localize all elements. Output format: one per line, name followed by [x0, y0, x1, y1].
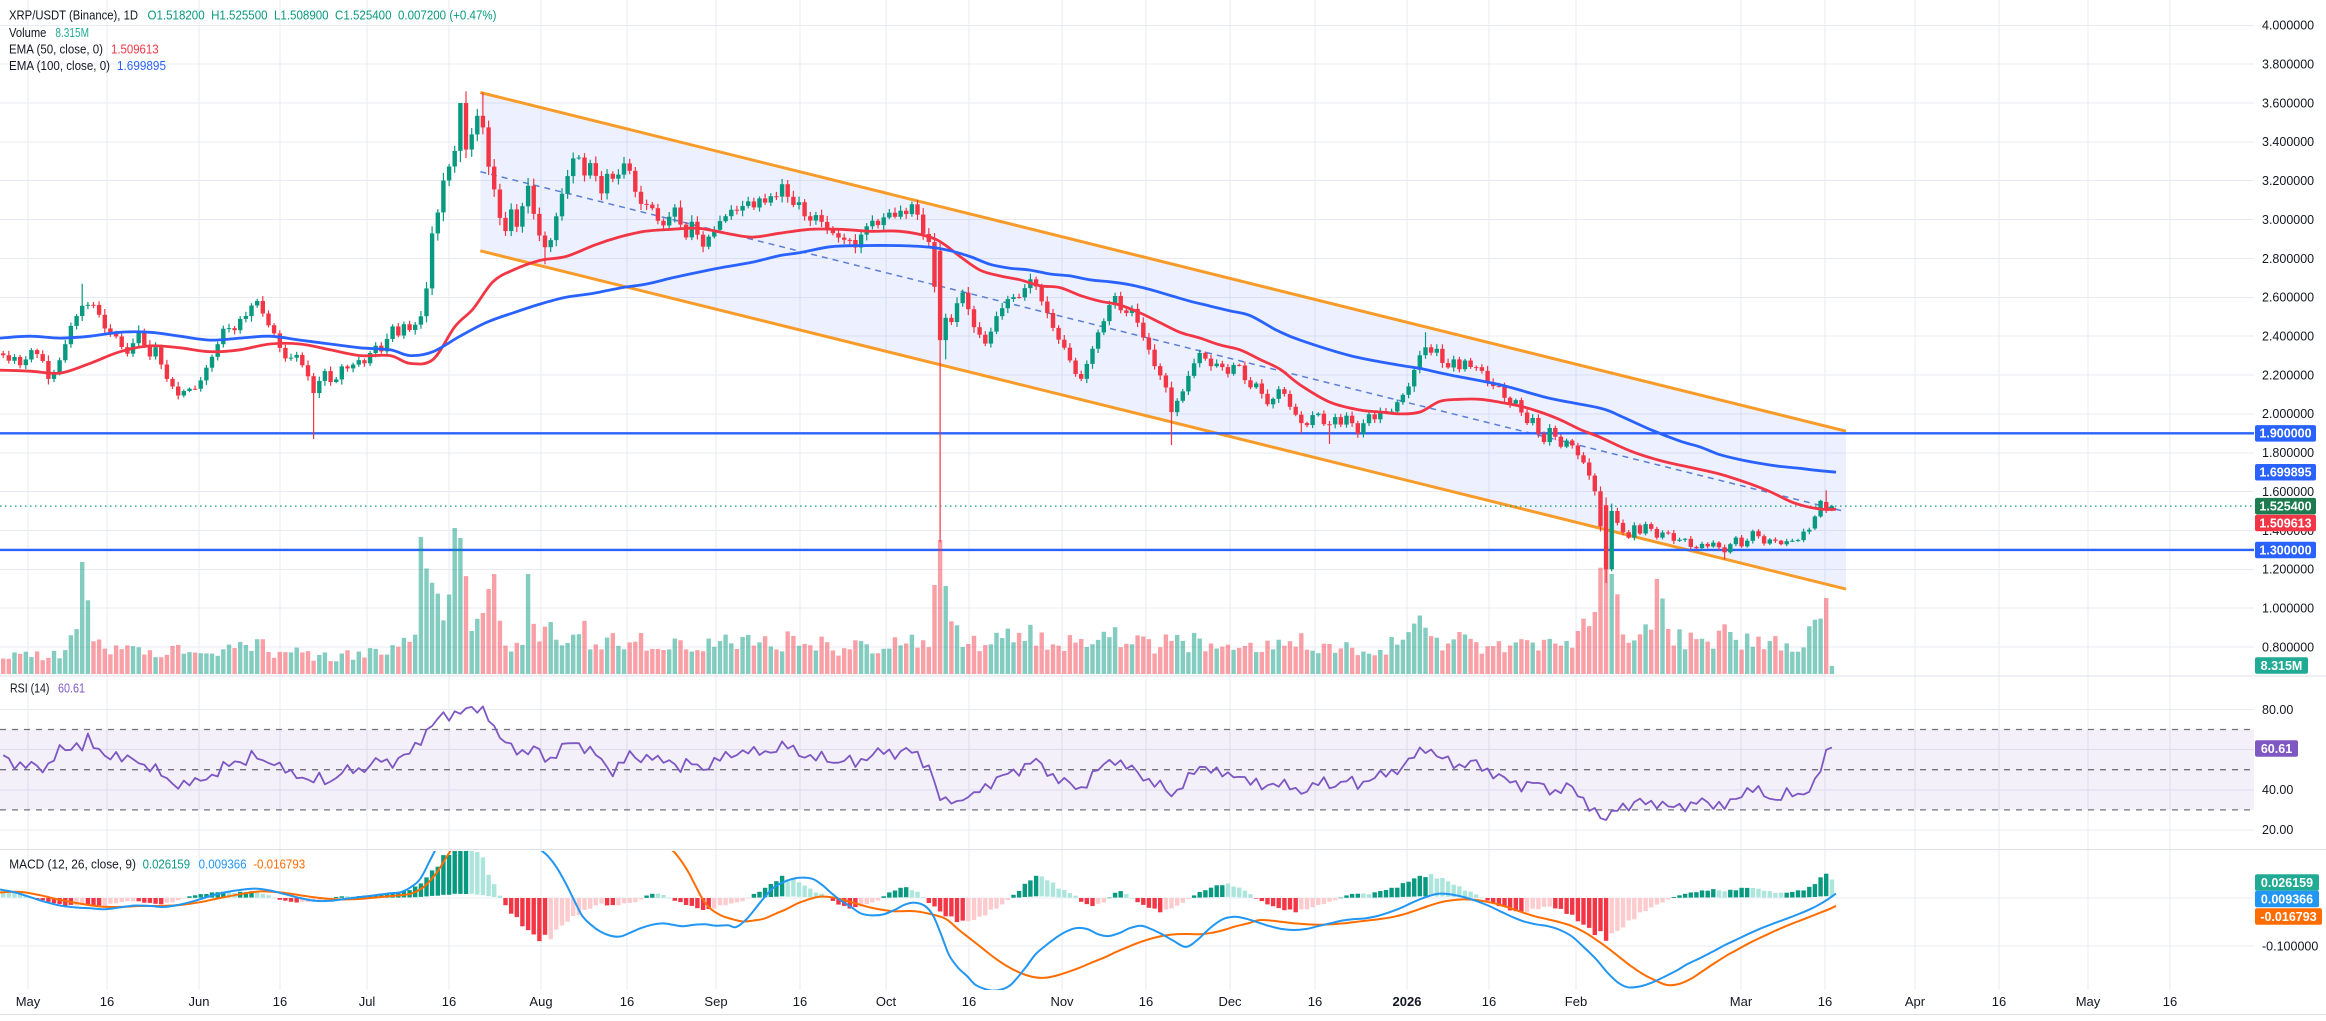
svg-text:Dec: Dec: [1218, 994, 1242, 1009]
svg-text:1.000000: 1.000000: [2262, 602, 2314, 616]
svg-text:1.200000: 1.200000: [2262, 563, 2314, 577]
svg-text:May: May: [2076, 994, 2101, 1009]
svg-text:Sep: Sep: [704, 994, 727, 1009]
svg-text:0.026159: 0.026159: [2261, 876, 2313, 890]
svg-text:16: 16: [1992, 994, 2006, 1009]
svg-text:40.00: 40.00: [2262, 783, 2293, 797]
svg-text:8.315M: 8.315M: [55, 25, 89, 40]
svg-text:0.009366: 0.009366: [199, 857, 247, 872]
svg-text:0.026159: 0.026159: [143, 857, 191, 872]
svg-text:2.600000: 2.600000: [2262, 291, 2314, 305]
svg-text:2026: 2026: [1393, 994, 1422, 1009]
svg-text:1.600000: 1.600000: [2262, 485, 2314, 499]
svg-text:Oct: Oct: [876, 994, 897, 1009]
svg-text:1.300000: 1.300000: [2259, 543, 2311, 557]
svg-text:Nov: Nov: [1050, 994, 1074, 1009]
svg-text:Jul: Jul: [359, 994, 376, 1009]
svg-text:2.200000: 2.200000: [2262, 368, 2314, 382]
svg-text:20.00: 20.00: [2262, 823, 2293, 837]
svg-text:1.699895: 1.699895: [117, 58, 166, 73]
svg-text:16: 16: [273, 994, 287, 1009]
svg-text:16: 16: [1818, 994, 1832, 1009]
svg-text:4.000000: 4.000000: [2262, 19, 2314, 33]
svg-text:2.800000: 2.800000: [2262, 252, 2314, 266]
svg-text:2.400000: 2.400000: [2262, 330, 2314, 344]
svg-text:-0.100000: -0.100000: [2262, 940, 2318, 954]
svg-text:3.200000: 3.200000: [2262, 174, 2314, 188]
svg-text:EMA (100, close, 0): EMA (100, close, 0): [9, 58, 110, 73]
svg-text:16: 16: [100, 994, 114, 1009]
svg-text:3.000000: 3.000000: [2262, 213, 2314, 227]
svg-text:MACD (12, 26, close, 9): MACD (12, 26, close, 9): [9, 857, 136, 872]
svg-text:0.009366: 0.009366: [2261, 892, 2313, 906]
svg-text:Jun: Jun: [189, 994, 210, 1009]
svg-text:Mar: Mar: [1730, 994, 1753, 1009]
svg-text:O1.518200 H1.525500 L1.50890: O1.518200 H1.525500 L1.508900 C1.525400 …: [148, 8, 497, 23]
svg-text:May: May: [16, 994, 41, 1009]
svg-text:-0.016793: -0.016793: [253, 857, 305, 872]
svg-text:0.800000: 0.800000: [2262, 640, 2314, 654]
svg-text:Apr: Apr: [1905, 994, 1926, 1009]
svg-text:1.699895: 1.699895: [2259, 466, 2311, 480]
svg-text:16: 16: [1482, 994, 1496, 1009]
svg-text:Feb: Feb: [1565, 994, 1587, 1009]
svg-text:60.61: 60.61: [58, 681, 85, 696]
svg-text:16: 16: [1308, 994, 1322, 1009]
svg-text:XRP/USDT (Binance), 1D: XRP/USDT (Binance), 1D: [9, 8, 138, 23]
svg-text:RSI (14): RSI (14): [10, 681, 49, 696]
svg-text:16: 16: [1139, 994, 1153, 1009]
svg-text:1.525400: 1.525400: [2259, 500, 2311, 514]
svg-text:Aug: Aug: [529, 994, 552, 1009]
svg-text:3.400000: 3.400000: [2262, 135, 2314, 149]
svg-text:3.800000: 3.800000: [2262, 58, 2314, 72]
svg-text:16: 16: [442, 994, 456, 1009]
svg-text:80.00: 80.00: [2262, 703, 2293, 717]
svg-text:1.900000: 1.900000: [2259, 427, 2311, 441]
svg-text:1.800000: 1.800000: [2262, 446, 2314, 460]
svg-text:16: 16: [2163, 994, 2177, 1009]
svg-text:60.61: 60.61: [2261, 742, 2292, 756]
svg-text:16: 16: [793, 994, 807, 1009]
svg-text:EMA (50, close, 0): EMA (50, close, 0): [9, 42, 103, 57]
svg-text:16: 16: [962, 994, 976, 1009]
svg-text:16: 16: [620, 994, 634, 1009]
svg-text:1.509613: 1.509613: [2259, 516, 2311, 530]
svg-text:1.509613: 1.509613: [111, 42, 159, 57]
svg-text:3.600000: 3.600000: [2262, 96, 2314, 110]
svg-text:8.315M: 8.315M: [2261, 659, 2303, 673]
svg-text:-0.016793: -0.016793: [2260, 910, 2316, 924]
svg-text:2.000000: 2.000000: [2262, 407, 2314, 421]
svg-text:Volume: Volume: [9, 25, 46, 40]
